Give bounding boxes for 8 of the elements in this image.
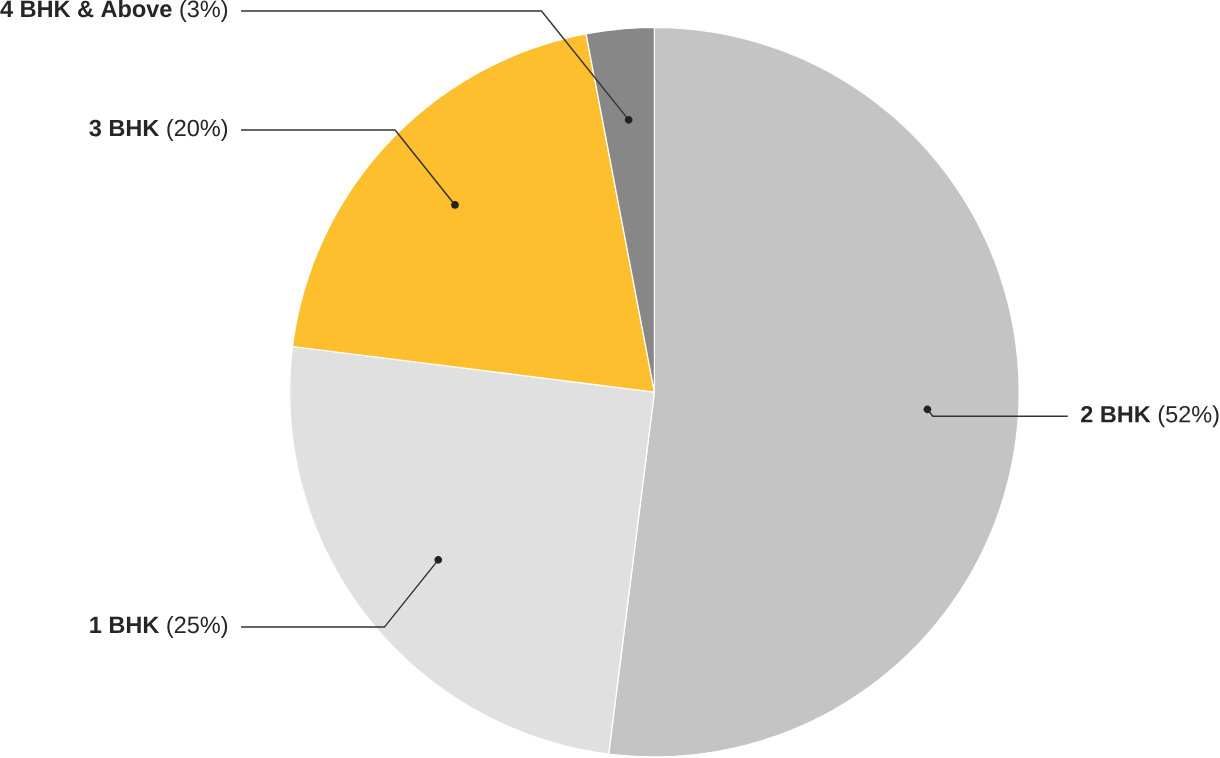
data-label: (25%) — [167, 616, 228, 639]
slice-label: 3 BHK — [89, 119, 160, 137]
data-label: (52%) — [1158, 405, 1219, 428]
slice-label: 2 BHK — [1081, 406, 1151, 423]
slice-label: 4 BHK & Above — [0, 0, 172, 18]
slice-label: 1 BHK — [90, 617, 160, 634]
data-label: (20%) — [167, 119, 228, 142]
data-label: (3%) — [180, 0, 228, 23]
